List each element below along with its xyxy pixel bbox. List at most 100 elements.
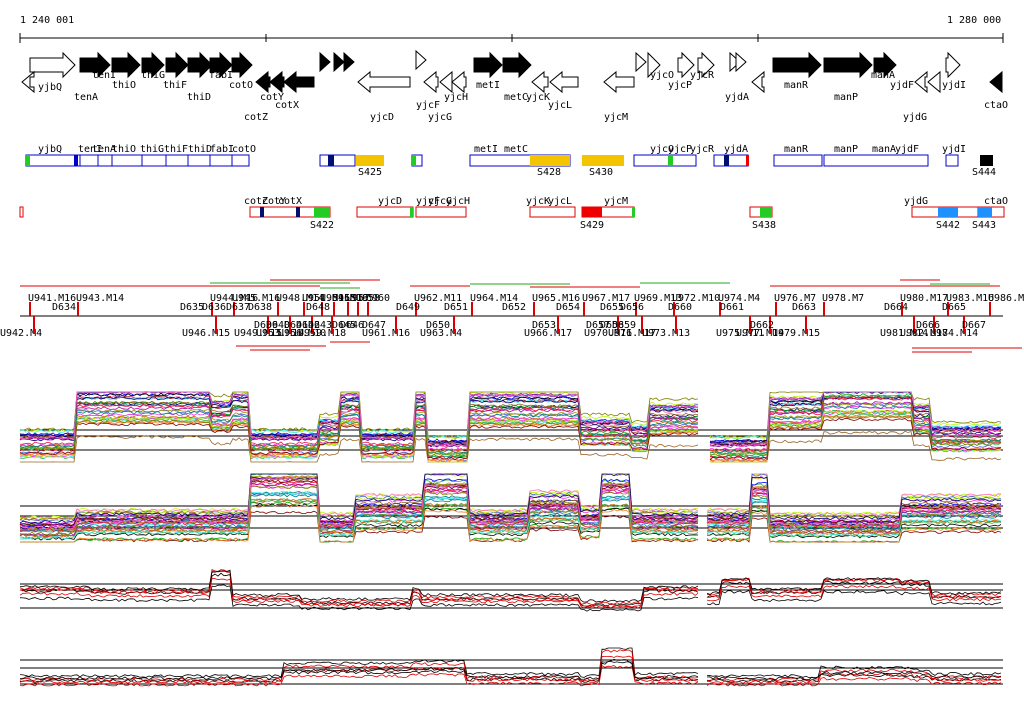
- segment-id-S428: S428: [537, 167, 561, 178]
- gene-arrow-yjcM[interactable]: [603, 70, 635, 94]
- gene-arrow-manP[interactable]: [823, 51, 873, 79]
- segment-box-manP-manA[interactable]: [823, 154, 929, 167]
- segment-box-reverse[interactable]: [356, 206, 414, 218]
- ruler-start-label: 1 240 001: [20, 15, 74, 26]
- gene-label-yjcK: yjcK: [526, 92, 550, 103]
- segment-id-S438: S438: [752, 220, 776, 231]
- gene-arrow-yjcD[interactable]: [357, 70, 411, 94]
- segment-label-manP: manP: [834, 144, 858, 155]
- probe-label-U979.M15: U979.M15: [772, 328, 820, 339]
- gene-arrow-small[interactable]: [735, 51, 747, 73]
- segment-label-manA: manA: [872, 144, 896, 155]
- gene-arrow-cotY[interactable]: [255, 70, 271, 94]
- gene-arrow-metC[interactable]: [502, 51, 532, 79]
- probe-label-U945.M16: U945.M16: [232, 293, 280, 304]
- probe-label-U956.M10: U956.M10: [278, 328, 326, 339]
- segment-box-reverse[interactable]: [415, 206, 467, 218]
- segment-mark: [938, 207, 958, 217]
- gene-arrow-small[interactable]: [635, 51, 647, 73]
- gene-arrow-yjcH[interactable]: [451, 70, 467, 94]
- gene-arrow-manR[interactable]: [772, 51, 822, 79]
- probe-label-U951.M16: U951.M16: [302, 293, 350, 304]
- gene-arrow-thiF[interactable]: [165, 51, 189, 79]
- probe-label-D658: D658: [600, 320, 624, 331]
- gene-label-yjcD: yjcD: [370, 112, 394, 123]
- segment-box-reverse[interactable]: [19, 206, 24, 218]
- segment-box-S444[interactable]: [980, 155, 993, 166]
- segment-box[interactable]: [633, 154, 697, 167]
- gene-arrow-cotZ[interactable]: [283, 70, 315, 94]
- segment-label-ctaO: ctaO: [984, 196, 1008, 207]
- probe-label-U965.M16: U965.M16: [532, 293, 580, 304]
- probe-label-U964.M14: U964.M14: [470, 293, 518, 304]
- gene-arrow-cotO[interactable]: [231, 51, 253, 79]
- segment-id-S444: S444: [972, 167, 996, 178]
- segment-label-cotY: cotY: [262, 196, 286, 207]
- segment-id-S422: S422: [310, 220, 334, 231]
- probe-label-D636: D636: [202, 302, 226, 313]
- segment-mark: [978, 207, 992, 217]
- probe-label-U949.M15: U949.M15: [234, 328, 282, 339]
- gene-arrow-manA[interactable]: [873, 51, 897, 79]
- expression-trace: [19, 476, 1002, 530]
- gene-arrow-small[interactable]: [415, 49, 427, 71]
- segment-label-yjcR: yjcR: [690, 144, 715, 155]
- gene-label-cotY: cotY: [260, 92, 284, 103]
- segment-box-thiO-cotO[interactable]: [25, 154, 250, 167]
- probe-label-U983.M16: U983.M16: [946, 293, 994, 304]
- segment-id-S429: S429: [580, 220, 604, 231]
- probe-label-U959.M18: U959.M18: [298, 328, 346, 339]
- segment-id-S442: S442: [936, 220, 960, 231]
- gene-arrow-small[interactable]: [343, 51, 355, 73]
- probe-label-D647: D647: [362, 320, 386, 331]
- gene-arrow-small[interactable]: [319, 51, 331, 73]
- segment-box-yjdI[interactable]: [945, 154, 959, 167]
- gene-arrow-yjdI[interactable]: [945, 51, 961, 79]
- gene-arrow-thiD[interactable]: [187, 51, 213, 79]
- gene-arrow-yjcL[interactable]: [549, 70, 579, 94]
- probe-label-D667: D667: [962, 320, 986, 331]
- probe-label-U948.M14: U948.M14: [276, 293, 324, 304]
- segment-label-cotZ: cotZ: [244, 196, 268, 207]
- gene-arrow-ctaO[interactable]: [989, 70, 1003, 94]
- gene-arrow-yjdF[interactable]: [914, 70, 928, 94]
- gene-arrow-cotX[interactable]: [269, 70, 285, 94]
- gene-arrow-small[interactable]: [333, 51, 345, 73]
- gene-arrow-yjcF[interactable]: [423, 70, 439, 94]
- gene-arrow-yjbQ[interactable]: [29, 51, 76, 79]
- gene-arrow-thiG[interactable]: [141, 51, 165, 79]
- probe-label-D643: D643: [308, 320, 332, 331]
- expression-trace: [19, 584, 1002, 612]
- segment-box[interactable]: [319, 154, 356, 167]
- gene-arrow-fabI[interactable]: [209, 51, 233, 79]
- gene-arrow-metI[interactable]: [473, 51, 503, 79]
- gene-arrow-yjcO[interactable]: [647, 51, 661, 79]
- probe-label-D652: D652: [502, 302, 526, 313]
- segment-mark: [314, 207, 330, 217]
- gene-arrow-yjcP[interactable]: [677, 51, 695, 79]
- gene-arrow-yjcK[interactable]: [531, 70, 549, 94]
- segment-label-thiO: thiO: [112, 144, 136, 155]
- probe-label-U961.M16: U961.M16: [362, 328, 410, 339]
- gene-arrow-yjcG[interactable]: [439, 70, 453, 94]
- gene-arrow-thiO[interactable]: [111, 51, 141, 79]
- gene-arrow-yjdG[interactable]: [927, 70, 941, 94]
- gene-arrow-small[interactable]: [729, 51, 741, 73]
- gene-arrow-tenA[interactable]: [21, 70, 35, 94]
- gene-label-yjdG: yjdG: [903, 112, 927, 123]
- segment-box-manR[interactable]: [773, 154, 823, 167]
- expression-trace: [19, 569, 1001, 609]
- segment-box[interactable]: [713, 154, 749, 167]
- gene-arrow-yjdA[interactable]: [751, 70, 765, 94]
- segment-mark: [582, 207, 602, 217]
- segment-box-reverse[interactable]: [529, 206, 576, 218]
- expression-trace: [19, 410, 1002, 463]
- probe-label-U958: U958: [356, 293, 380, 304]
- probe-label-U970.M16: U970.M16: [584, 328, 632, 339]
- expression-trace: [20, 569, 1002, 603]
- probe-label-D661: D661: [720, 302, 744, 313]
- gene-arrow-tenI[interactable]: [79, 51, 111, 79]
- gene-arrow-yjcR[interactable]: [697, 51, 715, 79]
